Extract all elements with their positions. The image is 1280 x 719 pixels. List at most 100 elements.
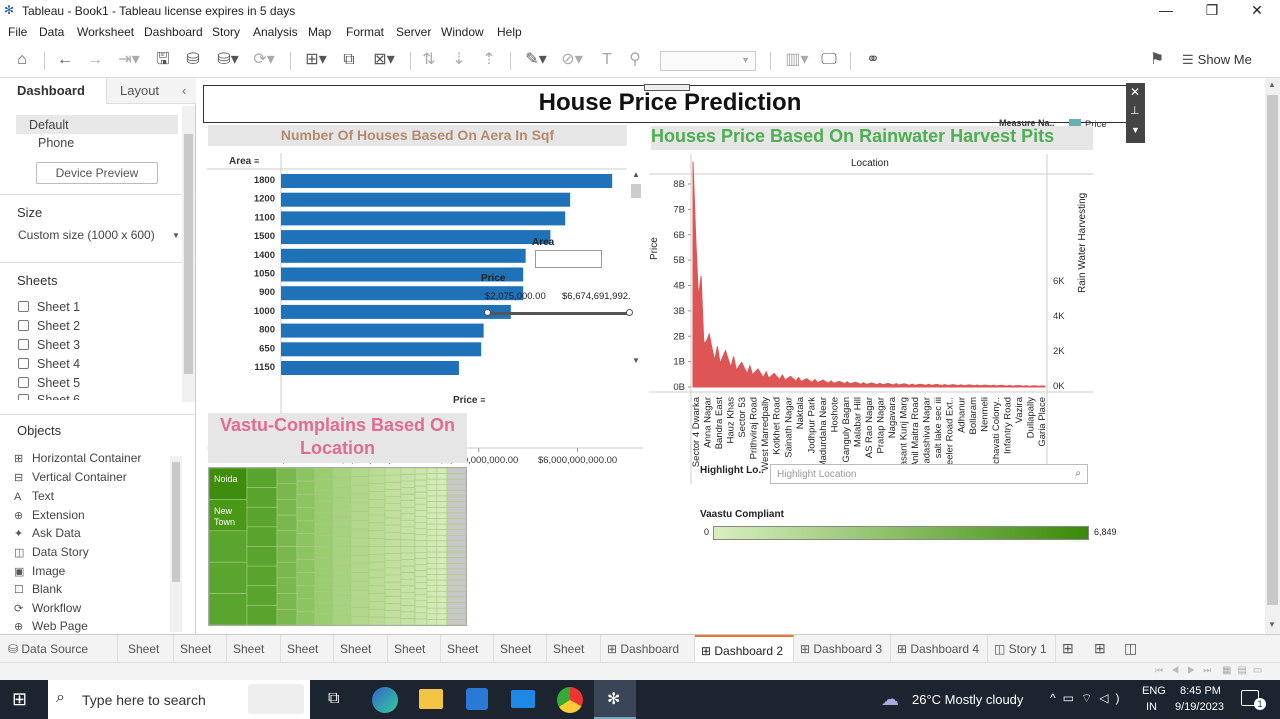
sheet-item[interactable]: Sheet 4: [18, 357, 80, 371]
clear-icon[interactable]: ⊠▾: [373, 51, 395, 68]
legend-item[interactable]: Price: [1085, 119, 1107, 130]
clock-time[interactable]: 8:45 PM: [1180, 685, 1221, 697]
scroll-up-icon[interactable]: ▲: [632, 170, 640, 179]
sort-ascending-icon[interactable]: ⇣: [452, 51, 466, 68]
close-button[interactable]: ✕: [1251, 2, 1263, 18]
device-preview-button[interactable]: Device Preview: [36, 162, 158, 184]
tab-story[interactable]: ◫ Story 1: [988, 635, 1056, 663]
sort-icon[interactable]: ≡: [480, 395, 486, 405]
device-default[interactable]: Default: [16, 115, 178, 134]
dashboard-title-box[interactable]: House Price Prediction: [203, 84, 1137, 123]
save-icon[interactable]: 🖫: [156, 51, 170, 68]
store-icon[interactable]: [466, 688, 488, 710]
task-view-icon[interactable]: ⧉: [328, 690, 340, 707]
tableau-taskbar-button[interactable]: ✻: [594, 680, 636, 719]
home-icon[interactable]: ⌂: [17, 51, 27, 68]
tab-sheet[interactable]: Sheet 8: [494, 635, 547, 684]
lang-primary[interactable]: ENG: [1142, 685, 1166, 697]
tab-sheet[interactable]: Sheet 2: [174, 635, 227, 684]
tab-sheet[interactable]: Sheet 9: [547, 635, 601, 684]
tab-sheet[interactable]: Sheet 5: [334, 635, 388, 684]
undo-icon[interactable]: ←: [57, 51, 73, 68]
tab-layout[interactable]: Layout ‹: [106, 78, 196, 104]
more-options-icon[interactable]: ▼: [1131, 125, 1140, 135]
menu-story[interactable]: Story: [212, 25, 241, 39]
object-workflow[interactable]: ⟳ Workflow: [14, 601, 81, 615]
minimize-button[interactable]: —: [1159, 2, 1173, 18]
fit-dropdown[interactable]: ▼: [660, 51, 756, 71]
tab-dashboard-active[interactable]: ⊞ Dashboard 2: [695, 635, 794, 663]
row-header[interactable]: Area ≡: [229, 156, 259, 167]
bar-x-title[interactable]: Price ≡: [453, 395, 486, 406]
sheet-item[interactable]: Sheet 1: [18, 300, 80, 314]
menu-map[interactable]: Map: [308, 25, 332, 39]
scroll-down-icon[interactable]: ▼: [1268, 620, 1276, 629]
tab-dashboard[interactable]: ⊞ Dashboard 4: [891, 635, 988, 663]
sort-descending-icon[interactable]: ⇡: [482, 51, 496, 68]
pin-floating-icon[interactable]: ⊥: [1130, 105, 1140, 117]
tray-icons[interactable]: ^▭⌔◁): [1050, 691, 1127, 705]
highlight-location-input[interactable]: Highlight Location ⌕: [770, 464, 1088, 484]
tab-dashboard[interactable]: Dashboard: [0, 78, 106, 104]
tab-sheet[interactable]: Sheet 7: [441, 635, 494, 684]
new-dashboard-tab-icon[interactable]: ⊞: [1094, 640, 1106, 656]
sort-icon[interactable]: ≡: [254, 156, 260, 166]
show-me-button[interactable]: ☰ Show Me: [1182, 52, 1252, 68]
show-labels-icon[interactable]: ▥▾: [785, 51, 809, 68]
object-data-story[interactable]: ◫ Data Story: [14, 545, 89, 559]
menu-dashboard[interactable]: Dashboard: [144, 25, 203, 39]
object-extension[interactable]: ⊕ Extension: [14, 508, 85, 522]
taskbar-search[interactable]: ⌕ Type here to search: [48, 680, 310, 719]
object-horizontal-container[interactable]: ⊞ Horizontal Container: [14, 451, 141, 465]
file-explorer-icon[interactable]: [419, 689, 443, 709]
object-web-page[interactable]: ⊕ Web Page: [14, 619, 88, 633]
share-icon[interactable]: ⚭: [866, 51, 880, 68]
new-worksheet-tab-icon[interactable]: ⊞: [1062, 640, 1074, 656]
chrome-icon[interactable]: [557, 687, 583, 713]
remove-icon[interactable]: ✕: [1130, 85, 1141, 99]
mail-icon[interactable]: [511, 690, 535, 708]
object-vertical-container[interactable]: ⊟ Vertical Container: [14, 470, 127, 484]
device-phone[interactable]: Phone: [38, 136, 75, 150]
object-text[interactable]: A Text: [14, 489, 54, 503]
tab-nav-arrows[interactable]: ⏮◀▶⏭: [1155, 665, 1220, 675]
tab-data-source[interactable]: ⛁ Data Source: [0, 635, 118, 663]
refresh-icon[interactable]: ⟳▾: [253, 51, 275, 68]
menu-file[interactable]: File: [8, 25, 28, 39]
pause-updates-icon[interactable]: ⛁▾: [217, 51, 239, 68]
scroll-down-icon[interactable]: ▼: [632, 356, 640, 365]
replay-icon[interactable]: ⇥▾: [118, 51, 140, 68]
object-blank[interactable]: ☐ Blank: [14, 582, 62, 596]
collapse-panel-icon[interactable]: ‹: [182, 83, 187, 98]
price-slider-min-handle[interactable]: [484, 309, 491, 316]
menu-data[interactable]: Data: [39, 25, 65, 39]
area-filter-input[interactable]: [535, 250, 602, 268]
objects-scrollbar[interactable]: [170, 456, 182, 632]
object-image[interactable]: ▣ Image: [14, 564, 65, 578]
new-data-source-icon[interactable]: ⛁: [186, 51, 200, 68]
canvas-scrollbar[interactable]: ▲ ▼: [1265, 78, 1280, 634]
group-icon[interactable]: ⊘▾: [561, 51, 583, 68]
sheet-item[interactable]: Sheet 2: [18, 319, 80, 333]
new-worksheet-icon[interactable]: ⊞▾: [305, 51, 327, 68]
tab-sheet[interactable]: Sheet 4: [281, 635, 334, 684]
price-slider-max-handle[interactable]: [626, 309, 633, 316]
tab-sheet[interactable]: Sheet 1: [122, 635, 174, 684]
duplicate-icon[interactable]: ⧉: [343, 51, 355, 68]
menu-worksheet[interactable]: Worksheet: [77, 25, 135, 39]
presentation-icon[interactable]: 🖵: [821, 51, 837, 68]
pin-icon[interactable]: ⚲: [629, 51, 641, 68]
menu-window[interactable]: Window: [441, 25, 484, 39]
sheet-item[interactable]: Sheet 3: [18, 338, 80, 352]
object-ask-data[interactable]: ✦ Ask Data: [14, 526, 81, 540]
restore-button[interactable]: ❐: [1205, 2, 1219, 18]
menu-analysis[interactable]: Analysis: [253, 25, 298, 39]
redo-icon[interactable]: →: [87, 51, 103, 68]
menu-help[interactable]: Help: [497, 25, 522, 39]
treemap[interactable]: Noida New Town: [208, 467, 467, 626]
view-toggle-icons[interactable]: ▦▤▭: [1222, 665, 1269, 676]
format-painter-icon[interactable]: ⚑: [1149, 51, 1165, 68]
tab-dashboard[interactable]: ⊞ Dashboard 3: [794, 635, 891, 663]
sheet-item[interactable]: Sheet 5: [18, 376, 80, 390]
highlight-icon[interactable]: ✎▾: [525, 51, 547, 68]
